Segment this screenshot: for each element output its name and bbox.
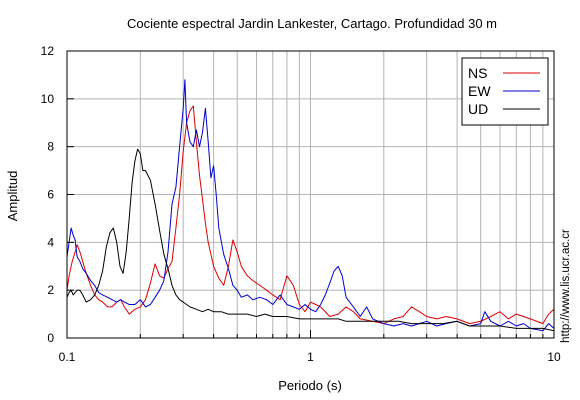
- legend: NS EW UD: [461, 57, 549, 126]
- series-line-ud: [66, 148, 555, 332]
- axis-ticks: 0 2 4 6 8 10 12 0.1 1 10: [41, 44, 561, 364]
- source-credit: http://www.lis.ucr.ac.cr: [560, 229, 572, 343]
- y-axis-label: Amplitud: [5, 171, 20, 222]
- x-axis-label: Periodo (s): [278, 378, 342, 393]
- legend-label-ns: NS: [468, 65, 487, 81]
- y-tick-label: 0: [47, 331, 54, 345]
- legend-label-ew: EW: [468, 83, 491, 99]
- y-tick-label: 6: [47, 188, 54, 202]
- series-line-ns: [66, 105, 555, 325]
- x-tick-label: 1: [307, 350, 314, 364]
- x-tick-label: 0.1: [59, 350, 76, 364]
- series-lines: [66, 79, 555, 332]
- chart-title: Cociente espectral Jardin Lankester, Car…: [127, 16, 497, 31]
- series-line-ew: [66, 79, 555, 332]
- y-tick-label: 12: [41, 44, 55, 58]
- x-tick-label: 10: [547, 350, 561, 364]
- y-tick-label: 10: [41, 92, 55, 106]
- y-tick-label: 8: [47, 140, 54, 154]
- plot-frame: [66, 50, 555, 339]
- y-tick-label: 2: [47, 283, 54, 297]
- y-tick-label: 4: [47, 235, 54, 249]
- legend-label-ud: UD: [468, 101, 488, 117]
